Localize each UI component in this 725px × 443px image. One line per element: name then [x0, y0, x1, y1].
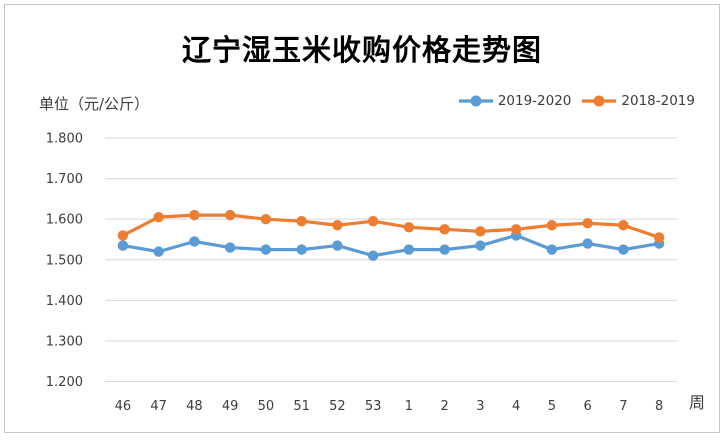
x-tick-label: 8: [655, 399, 663, 414]
data-point-2018-2019-46: [117, 230, 129, 241]
data-point-2018-2019-47: [153, 211, 164, 223]
x-tick-label: 48: [186, 399, 203, 414]
y-tick-label: 1.700: [46, 172, 83, 187]
data-point-2018-2019-1: [403, 222, 415, 233]
x-tick-label: 5: [548, 399, 556, 414]
x-axis-title: 周: [689, 393, 706, 412]
x-tick-label: 2: [440, 399, 448, 414]
legend-item-2018-2019: 2018-2019: [581, 93, 695, 109]
data-point-2018-2019-8: [653, 232, 665, 243]
line-marker-icon: [458, 95, 493, 107]
data-point-2019-2020-46: [117, 240, 129, 251]
data-point-2018-2019-4: [510, 224, 522, 235]
data-point-2019-2020-49: [224, 242, 236, 253]
y-tick-label: 1.400: [46, 294, 83, 309]
data-point-2018-2019-53: [367, 215, 379, 227]
unit-label: 单位（元/公斤）: [39, 95, 150, 113]
x-tick-label: 46: [115, 399, 132, 414]
data-point-2019-2020-1: [403, 244, 415, 255]
line-marker-icon: [582, 95, 617, 107]
series-line-2019-2020: [121, 233, 661, 258]
legend-label-2019-2020: 2019-2020: [497, 93, 572, 109]
data-point-2018-2019-48: [189, 209, 200, 221]
data-point-2018-2019-50: [260, 213, 272, 225]
data-point-2019-2020-50: [260, 244, 272, 255]
x-tick-label: 4: [512, 399, 520, 414]
data-point-2018-2019-3: [475, 226, 486, 237]
data-point-2019-2020-47: [153, 246, 164, 257]
x-tick-label: 7: [619, 399, 627, 414]
data-point-2019-2020-5: [546, 244, 558, 255]
data-point-2019-2020-6: [582, 238, 593, 249]
y-tick-label: 1.300: [46, 334, 83, 349]
y-tick-label: 1.500: [46, 253, 83, 268]
data-point-2019-2020-52: [332, 240, 343, 251]
x-tick-label: 49: [222, 399, 239, 414]
data-point-2018-2019-49: [224, 209, 236, 221]
x-tick-label: 6: [583, 399, 591, 414]
data-point-2018-2019-51: [296, 215, 307, 227]
x-tick-label: 52: [329, 399, 346, 414]
chart-frame: 辽宁湿玉米收购价格走势图 单位（元/公斤） 2019-2020 2018-201…: [4, 4, 720, 433]
chart-title: 辽宁湿玉米收购价格走势图: [181, 33, 542, 67]
data-point-2018-2019-5: [546, 220, 558, 231]
x-tick-label: 53: [365, 399, 382, 414]
data-point-2019-2020-3: [475, 240, 486, 251]
x-tick-label: 1: [405, 399, 413, 414]
y-tick-label: 1.800: [46, 132, 83, 147]
data-point-2019-2020-51: [296, 244, 307, 255]
data-point-2019-2020-2: [439, 244, 450, 255]
y-tick-label: 1.600: [46, 213, 83, 228]
data-point-2018-2019-52: [332, 220, 343, 231]
x-tick-label: 3: [476, 399, 484, 414]
data-point-2019-2020-7: [618, 244, 629, 255]
x-tick-label: 50: [258, 399, 275, 414]
x-tick-label: 47: [150, 399, 167, 414]
data-point-2018-2019-6: [582, 218, 593, 229]
x-tick-label: 51: [293, 399, 310, 414]
data-point-2019-2020-48: [189, 236, 200, 247]
data-point-2018-2019-2: [439, 224, 450, 235]
data-point-2018-2019-7: [618, 220, 629, 231]
legend: 2019-2020 2018-2019: [458, 93, 695, 109]
series-line-2018-2019: [121, 213, 661, 240]
data-point-2019-2020-53: [367, 250, 379, 261]
legend-item-2019-2020: 2019-2020: [458, 93, 572, 109]
legend-label-2018-2019: 2018-2019: [621, 93, 695, 109]
y-tick-label: 1.200: [46, 375, 83, 390]
